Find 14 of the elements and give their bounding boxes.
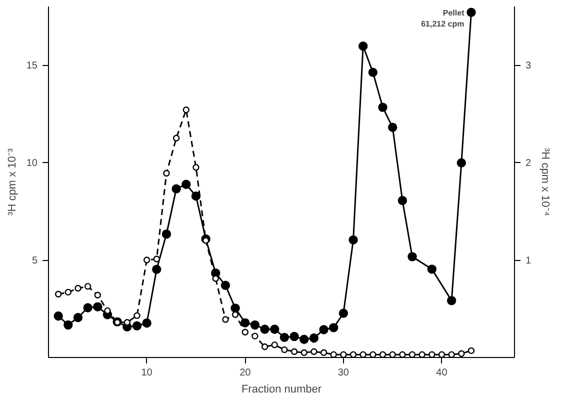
- annotation: Pellet 61,212 cpm: [421, 8, 465, 28]
- x-tick-label: 30: [338, 368, 350, 378]
- x-tick-label: 10: [141, 368, 153, 378]
- y-axis-title: ³H cpm x 10⁻³: [6, 148, 18, 216]
- y-tick-label: 15: [26, 60, 38, 72]
- x-axis-title: Fraction number: [241, 384, 322, 396]
- x-tick-label: 40: [436, 368, 448, 378]
- y2-tick-label: 2: [526, 158, 532, 169]
- y-tick-label: 10: [26, 158, 38, 169]
- y2-axis-title: ³H cpm x 10⁻⁴: [539, 148, 552, 216]
- y-tick-label: 5: [32, 256, 38, 266]
- y2-tick-label: 3: [526, 60, 532, 72]
- x-tick-label: 20: [240, 368, 252, 378]
- y2-tick-label: 1: [526, 256, 532, 266]
